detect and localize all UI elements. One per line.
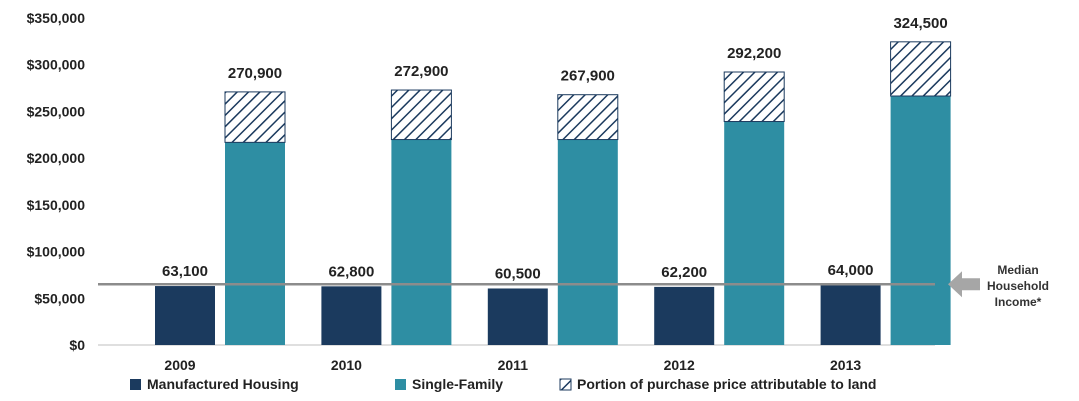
- bar-single-family: [391, 139, 452, 345]
- x-tick-label: 2010: [331, 357, 362, 373]
- data-label-manufactured-housing: 64,000: [828, 262, 874, 279]
- legend-swatch-land: [559, 378, 572, 391]
- bar-manufactured-housing: [820, 285, 881, 345]
- y-tick-label: $100,000: [27, 244, 86, 260]
- bar-single-family: [557, 139, 618, 345]
- reference-label: Median: [997, 263, 1038, 277]
- bar-land-portion: [723, 71, 785, 123]
- data-label-manufactured-housing: 62,800: [328, 263, 374, 280]
- legend: Manufactured Housing Single-Family Portion…: [130, 376, 876, 392]
- y-tick-label: $50,000: [34, 290, 85, 306]
- bar-land-portion: [224, 91, 286, 143]
- bars: 63,100 270,900 62,800 272,900 60,500 267,900 6…: [155, 15, 952, 346]
- left-arrow-icon: [948, 271, 980, 298]
- y-tick-label: $300,000: [27, 57, 86, 73]
- x-tick-label: 2012: [664, 357, 695, 373]
- x-tick-label: 2011: [498, 357, 529, 373]
- data-label-single-family: 292,200: [727, 45, 781, 62]
- data-label-manufactured-housing: 60,500: [495, 265, 541, 282]
- y-tick-label: $350,000: [27, 10, 86, 26]
- x-tick-label: 2009: [164, 357, 195, 373]
- y-tick-label: $0: [69, 337, 85, 353]
- bar-manufactured-housing: [321, 286, 382, 345]
- data-label-single-family: 324,500: [893, 15, 947, 32]
- bar-land-portion: [390, 89, 452, 141]
- data-label-manufactured-housing: 62,200: [661, 264, 707, 281]
- data-label-single-family: 270,900: [228, 65, 282, 82]
- legend-swatch-single-family: [395, 379, 406, 390]
- bar-land-portion: [890, 41, 952, 97]
- bar-manufactured-housing: [155, 286, 215, 345]
- bar-single-family: [225, 142, 285, 345]
- median-income-reference: Median Household Income*: [98, 263, 1049, 309]
- legend-label: Portion of purchase price attributable t…: [577, 376, 876, 392]
- x-axis: 2009 2010 2011 2012 2013: [98, 344, 935, 373]
- reference-label: Income*: [995, 295, 1042, 309]
- bar-land-portion: [557, 94, 619, 141]
- data-label-single-family: 272,900: [394, 63, 448, 80]
- bar-single-family: [724, 121, 785, 345]
- reference-label: Household: [987, 279, 1049, 293]
- y-axis: $0 $50,000 $100,000 $150,000 $200,000 $250,00…: [27, 10, 86, 353]
- y-tick-label: $150,000: [27, 197, 86, 213]
- x-tick-label: 2013: [830, 357, 861, 373]
- legend-label: Single-Family: [412, 376, 503, 392]
- data-label-manufactured-housing: 63,100: [162, 263, 208, 280]
- bar-single-family: [890, 96, 951, 346]
- legend-label: Manufactured Housing: [147, 376, 299, 392]
- legend-swatch-manufactured: [130, 379, 141, 390]
- y-tick-label: $250,000: [27, 103, 86, 119]
- bar-manufactured-housing: [487, 288, 548, 345]
- bar-manufactured-housing: [654, 286, 715, 345]
- data-label-single-family: 267,900: [561, 68, 615, 85]
- y-tick-label: $200,000: [27, 150, 86, 166]
